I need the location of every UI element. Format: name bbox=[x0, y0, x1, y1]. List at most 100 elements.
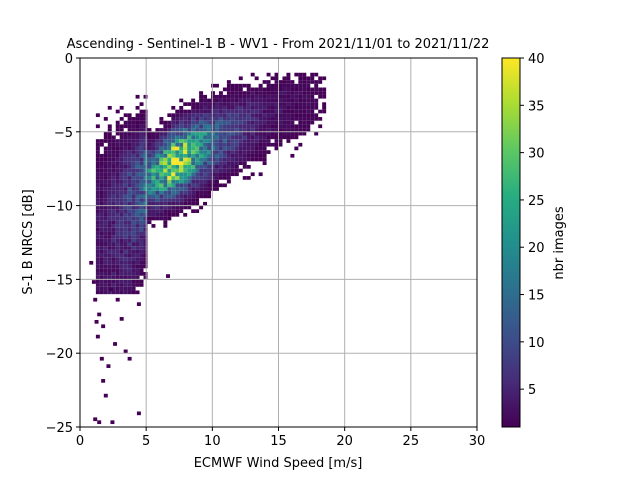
heatmap-cell bbox=[139, 238, 144, 243]
heatmap-cell bbox=[111, 238, 116, 243]
heatmap-cell bbox=[95, 290, 100, 295]
heatmap-cell bbox=[306, 87, 311, 92]
heatmap-cell bbox=[135, 220, 140, 225]
heatmap-cell bbox=[99, 260, 104, 265]
heatmap-cell bbox=[226, 142, 231, 147]
heatmap-cell bbox=[214, 98, 219, 103]
heatmap-cell bbox=[234, 168, 239, 173]
heatmap-cell bbox=[195, 190, 200, 195]
heatmap-cell bbox=[175, 131, 180, 136]
heatmap-cell bbox=[314, 98, 319, 103]
heatmap-cell bbox=[139, 157, 144, 162]
heatmap-cell bbox=[123, 190, 128, 195]
heatmap-cell bbox=[226, 94, 231, 99]
heatmap-cell bbox=[262, 161, 267, 166]
heatmap-cell bbox=[107, 212, 112, 217]
heatmap-cell bbox=[214, 179, 219, 184]
heatmap-cell bbox=[131, 209, 136, 213]
heatmap-cell bbox=[175, 150, 180, 154]
heatmap-cell bbox=[115, 168, 120, 173]
heatmap-cell bbox=[115, 176, 120, 180]
heatmap-cell bbox=[171, 187, 176, 191]
heatmap-cell bbox=[107, 231, 112, 236]
heatmap-cell bbox=[107, 257, 112, 261]
heatmap-cell bbox=[242, 124, 247, 129]
heatmap-cell bbox=[131, 165, 136, 169]
heatmap-cell bbox=[99, 279, 104, 284]
heatmap-cell bbox=[314, 117, 319, 121]
heatmap-cell bbox=[99, 268, 104, 273]
heatmap-cell bbox=[159, 146, 164, 151]
heatmap-cell bbox=[286, 94, 291, 99]
heatmap-cell bbox=[147, 146, 152, 151]
heatmap-cell bbox=[290, 117, 295, 121]
heatmap-cell bbox=[151, 179, 156, 184]
heatmap-cells bbox=[89, 72, 327, 425]
heatmap-cell bbox=[119, 224, 124, 228]
heatmap-cell bbox=[139, 253, 144, 258]
colorbar-tick-label: 40 bbox=[528, 52, 545, 67]
heatmap-cell bbox=[179, 153, 184, 158]
heatmap-cell bbox=[195, 179, 200, 184]
heatmap-cell bbox=[195, 187, 200, 191]
heatmap-cell bbox=[199, 120, 204, 125]
heatmap-cell bbox=[230, 128, 235, 132]
heatmap-cell bbox=[107, 131, 112, 136]
heatmap-cell bbox=[103, 260, 108, 265]
heatmap-cell bbox=[143, 124, 148, 129]
heatmap-cell bbox=[230, 91, 235, 95]
heatmap-cell bbox=[115, 209, 120, 213]
heatmap-cell bbox=[127, 290, 132, 295]
heatmap-cell bbox=[127, 283, 132, 287]
heatmap-cell bbox=[310, 87, 315, 92]
heatmap-cell bbox=[103, 194, 108, 199]
heatmap-cell bbox=[234, 94, 239, 99]
heatmap-cell bbox=[127, 142, 132, 147]
heatmap-cell bbox=[266, 91, 271, 95]
heatmap-cell bbox=[191, 172, 196, 177]
heatmap-cell bbox=[123, 260, 128, 265]
heatmap-cell bbox=[131, 238, 136, 243]
heatmap-cell bbox=[179, 165, 184, 169]
heatmap-cell bbox=[278, 102, 283, 106]
heatmap-cell bbox=[207, 150, 212, 154]
heatmap-cell bbox=[163, 216, 168, 221]
heatmap-cell bbox=[135, 105, 140, 110]
heatmap-cell bbox=[163, 190, 168, 195]
heatmap-cell bbox=[111, 227, 116, 232]
heatmap-cell bbox=[139, 220, 144, 225]
heatmap-cell bbox=[155, 176, 160, 180]
heatmap-cell bbox=[274, 142, 279, 147]
heatmap-cell bbox=[111, 268, 116, 273]
heatmap-cell bbox=[107, 268, 112, 273]
heatmap-cell bbox=[119, 146, 124, 151]
heatmap-cell bbox=[131, 283, 136, 287]
heatmap-cell bbox=[187, 205, 192, 210]
heatmap-cell bbox=[135, 257, 140, 261]
heatmap-cell bbox=[222, 124, 227, 129]
heatmap-cell bbox=[127, 131, 132, 136]
heatmap-cell bbox=[211, 187, 215, 191]
heatmap-cell bbox=[214, 183, 219, 188]
heatmap-cell bbox=[131, 201, 136, 206]
heatmap-cell bbox=[107, 205, 112, 210]
heatmap-cell bbox=[187, 194, 192, 199]
heatmap-cell bbox=[286, 91, 291, 95]
heatmap-cell bbox=[282, 135, 287, 140]
heatmap-cell bbox=[143, 253, 148, 258]
heatmap-cell bbox=[203, 179, 208, 184]
heatmap-cell bbox=[135, 194, 140, 199]
heatmap-cell bbox=[191, 120, 196, 125]
heatmap-cell bbox=[258, 98, 263, 103]
heatmap-cell bbox=[290, 83, 295, 88]
heatmap-cell bbox=[127, 238, 132, 243]
heatmap-cell bbox=[99, 183, 104, 188]
heatmap-cell bbox=[103, 161, 108, 166]
heatmap-cell bbox=[218, 105, 223, 110]
heatmap-cell bbox=[262, 157, 267, 162]
heatmap-cell bbox=[183, 113, 188, 118]
heatmap-cell bbox=[143, 128, 148, 132]
heatmap-cell bbox=[103, 224, 108, 228]
heatmap-cell bbox=[302, 80, 307, 84]
